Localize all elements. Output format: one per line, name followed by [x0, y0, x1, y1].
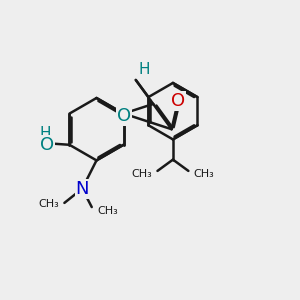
Text: CH₃: CH₃: [38, 200, 59, 209]
Text: CH₃: CH₃: [194, 169, 214, 179]
Text: O: O: [117, 107, 131, 125]
Text: O: O: [171, 92, 185, 110]
Text: O: O: [40, 136, 54, 154]
Text: H: H: [138, 62, 150, 77]
Text: CH₃: CH₃: [131, 169, 152, 179]
Text: CH₃: CH₃: [97, 206, 118, 216]
Text: N: N: [76, 180, 89, 198]
Text: H: H: [40, 126, 51, 141]
